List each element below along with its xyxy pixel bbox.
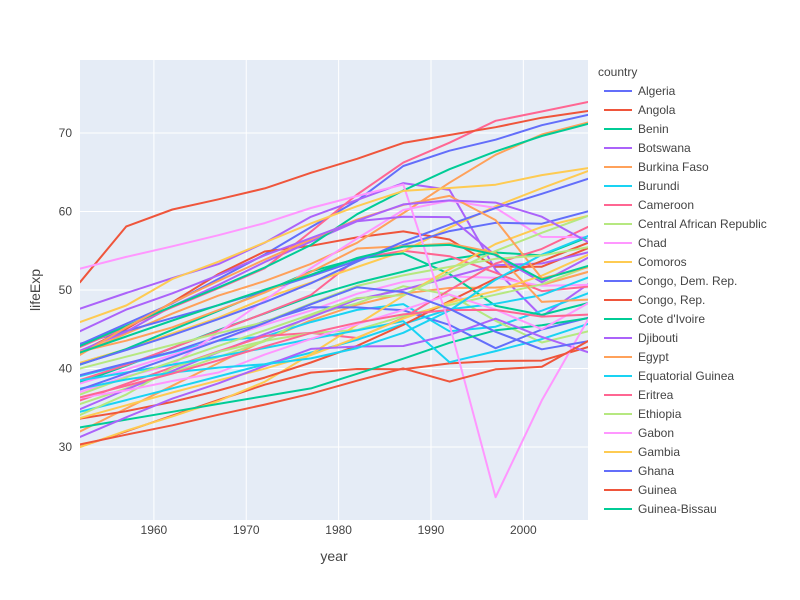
- legend-label: Burundi: [638, 179, 679, 193]
- legend-label: Gabon: [638, 426, 674, 440]
- series-line-20[interactable]: [80, 210, 588, 345]
- legend-label: Botswana: [638, 141, 691, 155]
- legend-label: Djibouti: [638, 331, 678, 345]
- series-line-27[interactable]: [80, 214, 588, 396]
- legend-item[interactable]: Egypt: [604, 350, 669, 364]
- legend-label: Guinea-Bissau: [638, 502, 717, 516]
- legend-label: Ethiopia: [638, 407, 682, 421]
- legend-label: Congo, Rep.: [638, 293, 705, 307]
- y-tick-label: 40: [59, 361, 73, 375]
- legend-label: Equatorial Guinea: [638, 369, 734, 383]
- legend-label: Egypt: [638, 350, 669, 364]
- legend-item[interactable]: Eritrea: [604, 388, 674, 402]
- series-line-24[interactable]: [80, 242, 588, 353]
- legend-item[interactable]: Burundi: [604, 179, 679, 193]
- y-tick-label: 30: [59, 440, 73, 454]
- legend-item[interactable]: Ghana: [604, 464, 674, 478]
- legend-label: Algeria: [638, 84, 676, 98]
- legend-label: Congo, Dem. Rep.: [638, 274, 737, 288]
- legend-title: country: [598, 65, 637, 79]
- legend-label: Ghana: [638, 464, 674, 478]
- legend-label: Angola: [638, 103, 676, 117]
- y-axis-title: lifeExp: [27, 269, 43, 311]
- y-tick-label: 70: [59, 126, 73, 140]
- legend-item[interactable]: Gambia: [604, 445, 680, 459]
- y-tick-label: 50: [59, 283, 73, 297]
- legend-item[interactable]: Djibouti: [604, 331, 678, 345]
- legend-item[interactable]: Angola: [604, 103, 676, 117]
- legend-item[interactable]: Congo, Dem. Rep.: [604, 274, 737, 288]
- legend-item[interactable]: Guinea: [604, 483, 677, 497]
- legend-item[interactable]: Central African Republic: [604, 217, 767, 231]
- legend-label: Guinea: [638, 483, 677, 497]
- series-line-19[interactable]: [80, 214, 588, 448]
- x-tick-label: 1990: [418, 523, 445, 537]
- x-tick-label: 2000: [510, 523, 537, 537]
- series-line-9[interactable]: [80, 170, 588, 364]
- legend-label: Gambia: [638, 445, 680, 459]
- legend-item[interactable]: Cameroon: [604, 198, 694, 212]
- series-line-33[interactable]: [80, 317, 588, 438]
- axis-ticks: 1960 1970 1980 1990 2000 30 40 50 60 70: [59, 126, 537, 537]
- series-line-29[interactable]: [80, 253, 588, 419]
- legend-label: Benin: [638, 122, 669, 136]
- legend-label: Burkina Faso: [638, 160, 709, 174]
- series-line-12[interactable]: [80, 252, 588, 366]
- series-line-25[interactable]: [80, 320, 588, 382]
- legend-item[interactable]: Chad: [604, 236, 667, 250]
- legend-item[interactable]: Benin: [604, 122, 669, 136]
- legend-label: Chad: [638, 236, 667, 250]
- legend-item[interactable]: Cote d'Ivoire: [604, 312, 705, 326]
- legend-label: Cote d'Ivoire: [638, 312, 705, 326]
- legend-item[interactable]: Burkina Faso: [604, 160, 709, 174]
- series-line-40[interactable]: [80, 286, 588, 391]
- legend-label: Eritrea: [638, 388, 674, 402]
- legend-label: Central African Republic: [638, 217, 767, 231]
- x-tick-label: 1980: [325, 523, 352, 537]
- series-line-35[interactable]: [80, 235, 588, 390]
- legend-item[interactable]: Algeria: [604, 84, 676, 98]
- legend-item[interactable]: Guinea-Bissau: [604, 502, 717, 516]
- x-tick-label: 1960: [141, 523, 168, 537]
- legend-item[interactable]: Comoros: [604, 255, 687, 269]
- legend-item[interactable]: Gabon: [604, 426, 674, 440]
- series-line-43[interactable]: [80, 199, 588, 333]
- series-line-41[interactable]: [80, 340, 588, 446]
- legend: country Algeria Angola Benin Botswana Burkin…: [598, 65, 767, 516]
- series-lines: [80, 101, 588, 499]
- legend-item[interactable]: Congo, Rep.: [604, 293, 705, 307]
- series-line-38[interactable]: [80, 183, 588, 499]
- series-line-8[interactable]: [80, 275, 588, 385]
- legend-item[interactable]: Botswana: [604, 141, 691, 155]
- legend-item[interactable]: Equatorial Guinea: [604, 369, 734, 383]
- series-line-31[interactable]: [80, 110, 588, 284]
- series-line-42[interactable]: [80, 243, 588, 354]
- legend-item[interactable]: Ethiopia: [604, 407, 682, 421]
- series-line-3[interactable]: [80, 182, 588, 318]
- x-tick-label: 1970: [233, 523, 260, 537]
- series-line-28[interactable]: [80, 293, 588, 399]
- y-tick-label: 60: [59, 205, 73, 219]
- series-line-22[interactable]: [80, 317, 588, 429]
- series-line-36[interactable]: [80, 308, 588, 399]
- legend-label: Cameroon: [638, 198, 694, 212]
- x-axis-title: year: [320, 548, 348, 564]
- series-line-39[interactable]: [80, 167, 588, 323]
- legend-label: Comoros: [638, 255, 687, 269]
